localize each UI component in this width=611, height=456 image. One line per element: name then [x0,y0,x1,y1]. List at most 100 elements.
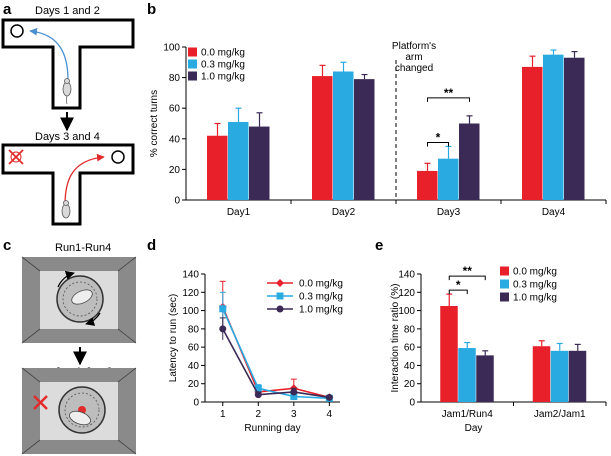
y-tick-label: 0 [174,196,180,207]
significance-mark: ** [444,86,454,100]
legend-label-0-0-mg-kg: 0.0 mg/kg [299,279,343,290]
y-tick-label: 80 [169,73,181,84]
significance-bracket [427,141,449,147]
x-tick-label: 3 [291,409,297,420]
y-tick-label: 100 [398,306,415,317]
legend-swatch-0-0-mg-kg [188,47,197,57]
y-tick-label: 0 [409,398,415,409]
panel-label-e: e [375,237,383,254]
y-axis-label: Latency to run (sec) [168,294,179,382]
point-0-3-mg-kg-day-2 [254,384,262,392]
crossed-platform-icon [8,149,24,165]
legend-label-1-0-mg-kg: 1.0 mg/kg [201,72,245,83]
y-tick-label: 40 [188,361,200,372]
bar-0-3-mg-kg-day2 [333,71,354,200]
legend-label-0-3-mg-kg: 0.3 mg/kg [513,280,557,291]
significance-bracket [448,275,486,281]
bar-1-0-mg-kg-day2 [354,79,375,200]
point-0-3-mg-kg-day-1 [219,305,227,313]
series-line-0-0-mg-kg [222,306,330,399]
point-1-0-mg-kg-day-1 [219,325,227,333]
mouse-icon [69,410,91,426]
y-tick-label: 40 [169,134,181,145]
y-axis-label: % correct turns [149,90,160,157]
significance-mark: * [436,130,441,144]
blocked-x-icon [33,395,48,410]
y-tick-label: 120 [398,288,415,299]
rotation-arrow-icon [57,270,75,288]
platform-right [111,150,125,164]
bar-0-0-mg-kg-jam1-run4 [440,306,458,402]
mouse-icon [62,78,72,105]
rotation-arrow-icon [85,312,101,326]
y-tick-label: 20 [169,165,181,176]
y-tick-label: 140 [398,270,415,281]
legend-marker-1-0-mg-kg [276,305,284,313]
bar-1-0-mg-kg-day4 [564,57,585,201]
bar-1-0-mg-kg-jam2-jam1 [568,350,587,402]
x-axis-label: Day [465,423,483,434]
x-tick-label: 1 [220,409,226,420]
y-tick-label: 80 [404,324,416,335]
panel-label-d: d [147,237,156,254]
y-tick-label: 100 [163,43,180,54]
y-tick-label: 60 [188,343,200,354]
chart-d: 0 20 40 60 80 100 120 140 Latency to run (sec) 1 2… [168,270,343,435]
legend-swatch-0-3-mg-kg [188,59,197,69]
x-tick-label-jam2-jam1: Jam2/Jam1 [534,409,586,420]
y-tick-label: 100 [182,306,199,317]
panel-label-c: c [3,237,11,254]
legend-marker-0-3-mg-kg [276,292,284,300]
legend-swatch-1-0-mg-kg [188,71,197,81]
y-tick-label: 20 [188,379,200,390]
chart-b: 0 20 40 60 80 100 % correct turns Day1 Day2 Day3 D… [149,41,607,218]
x-tick-label: 4 [327,409,333,420]
turn-right-arrow [64,153,105,206]
significance-mark: ** [463,264,473,278]
bar-0-0-mg-kg-jam2-jam1 [532,346,551,402]
days-3-4-label: Days 3 and 4 [35,131,100,143]
y-tick-label: 60 [169,104,181,115]
y-tick-label: 140 [182,270,199,281]
significance-bracket [448,289,468,295]
point-0-3-mg-kg-day-3 [290,393,298,401]
significance-bracket [427,97,470,102]
panel-label-a: a [3,1,12,18]
legend-label-1-0-mg-kg: 1.0 mg/kg [299,305,343,316]
y-axis-label: Interaction time ratio (%) [390,284,401,393]
x-axis-label: Running day [244,423,300,434]
y-tick-label: 60 [404,343,416,354]
t-maze-schematic: Days 1 and 2 Days 3 and 4 [1,5,135,226]
bar-0-0-mg-kg-day3 [417,170,438,200]
legend-label-0-3-mg-kg: 0.3 mg/kg [299,292,343,303]
y-tick-label: 20 [404,379,416,390]
legend-swatch-0-3-mg-kg [500,279,509,289]
chart-e: 0 20 40 60 80 100 120 140 Interaction time ratio… [390,264,607,434]
platform-arm-changed-annotation: Platform's arm changed [392,41,436,74]
bar-0-3-mg-kg-day3 [438,158,459,200]
y-tick-label: 80 [188,324,200,335]
bar-1-0-mg-kg-day3 [459,123,480,200]
wheel-schematic: Run1-Run4 Jam1-Jam2 [21,242,137,455]
legend-label-0-0-mg-kg: 0.0 mg/kg [201,48,245,59]
platform-left [10,24,24,38]
mouse-icon [61,200,71,219]
series-line-1-0-mg-kg [222,328,330,399]
panel-label-b: b [147,1,156,18]
bar-0-3-mg-kg-day1 [228,121,249,200]
series-line-0-3-mg-kg [222,308,330,400]
run-label: Run1-Run4 [55,242,111,254]
point-1-0-mg-kg-day-3 [290,388,298,396]
bar-1-0-mg-kg-jam1-run4 [476,355,494,402]
bar-1-0-mg-kg-day1 [249,126,270,200]
bar-0-3-mg-kg-jam2-jam1 [550,350,569,402]
mouse-icon [71,289,93,305]
bar-0-0-mg-kg-day4 [522,66,543,200]
x-tick-label-day4: Day4 [542,207,566,218]
significance-mark: * [456,278,461,292]
legend-marker-0-0-mg-kg [276,279,284,287]
x-tick-label: 2 [256,409,262,420]
y-tick-label: 40 [404,361,416,372]
legend-swatch-1-0-mg-kg [500,292,509,302]
